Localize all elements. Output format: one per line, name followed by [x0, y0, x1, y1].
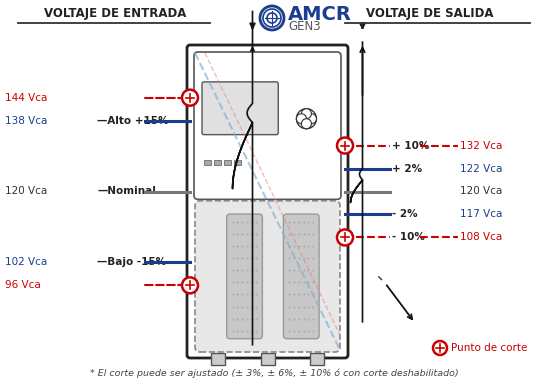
Bar: [310, 353, 324, 365]
Bar: [224, 160, 231, 165]
Bar: [211, 353, 225, 365]
Text: - 10%: - 10%: [392, 232, 425, 242]
Text: 122 Vca: 122 Vca: [460, 164, 502, 173]
Circle shape: [260, 6, 284, 30]
Text: 138 Vca: 138 Vca: [5, 116, 47, 126]
Text: 117 Vca: 117 Vca: [460, 210, 502, 219]
Bar: [260, 353, 274, 365]
FancyBboxPatch shape: [227, 214, 262, 339]
Text: 108 Vca: 108 Vca: [460, 232, 502, 242]
Bar: [234, 160, 241, 165]
Circle shape: [337, 229, 353, 246]
Text: 132 Vca: 132 Vca: [460, 141, 502, 151]
FancyBboxPatch shape: [194, 52, 341, 200]
Text: VOLTAJE DE ENTRADA: VOLTAJE DE ENTRADA: [44, 7, 186, 20]
Text: + 2%: + 2%: [392, 164, 422, 173]
Text: * El corte puede ser ajustado (± 3%, ± 6%, ± 10% ó con corte deshabilitado): * El corte puede ser ajustado (± 3%, ± 6…: [90, 368, 459, 378]
Text: + 10%: + 10%: [392, 141, 429, 151]
FancyBboxPatch shape: [202, 82, 278, 135]
Circle shape: [301, 119, 311, 129]
Circle shape: [296, 114, 306, 124]
Circle shape: [182, 90, 198, 106]
Bar: [204, 160, 211, 165]
Text: 102 Vca: 102 Vca: [5, 257, 47, 267]
Circle shape: [433, 341, 447, 355]
FancyBboxPatch shape: [195, 201, 340, 352]
Text: 120 Vca: 120 Vca: [5, 187, 47, 196]
Text: Punto de corte: Punto de corte: [451, 343, 528, 353]
Text: —Nominal: —Nominal: [97, 187, 156, 196]
Text: GEN3: GEN3: [288, 20, 321, 33]
Circle shape: [296, 109, 316, 129]
Text: AMCR: AMCR: [288, 5, 352, 23]
Text: 144 Vca: 144 Vca: [5, 93, 47, 103]
Text: 96 Vca: 96 Vca: [5, 280, 41, 290]
Circle shape: [301, 109, 311, 119]
Circle shape: [337, 137, 353, 154]
Text: —Alto +15%: —Alto +15%: [97, 116, 169, 126]
FancyBboxPatch shape: [187, 45, 348, 358]
Text: —Bajo -15%: —Bajo -15%: [97, 257, 166, 267]
FancyBboxPatch shape: [283, 214, 319, 339]
Circle shape: [306, 114, 316, 124]
Bar: [214, 160, 221, 165]
Text: - 2%: - 2%: [392, 210, 418, 219]
Text: 120 Vca: 120 Vca: [460, 187, 502, 196]
Text: VOLTAJE DE SALIDA: VOLTAJE DE SALIDA: [366, 7, 494, 20]
Circle shape: [182, 277, 198, 293]
